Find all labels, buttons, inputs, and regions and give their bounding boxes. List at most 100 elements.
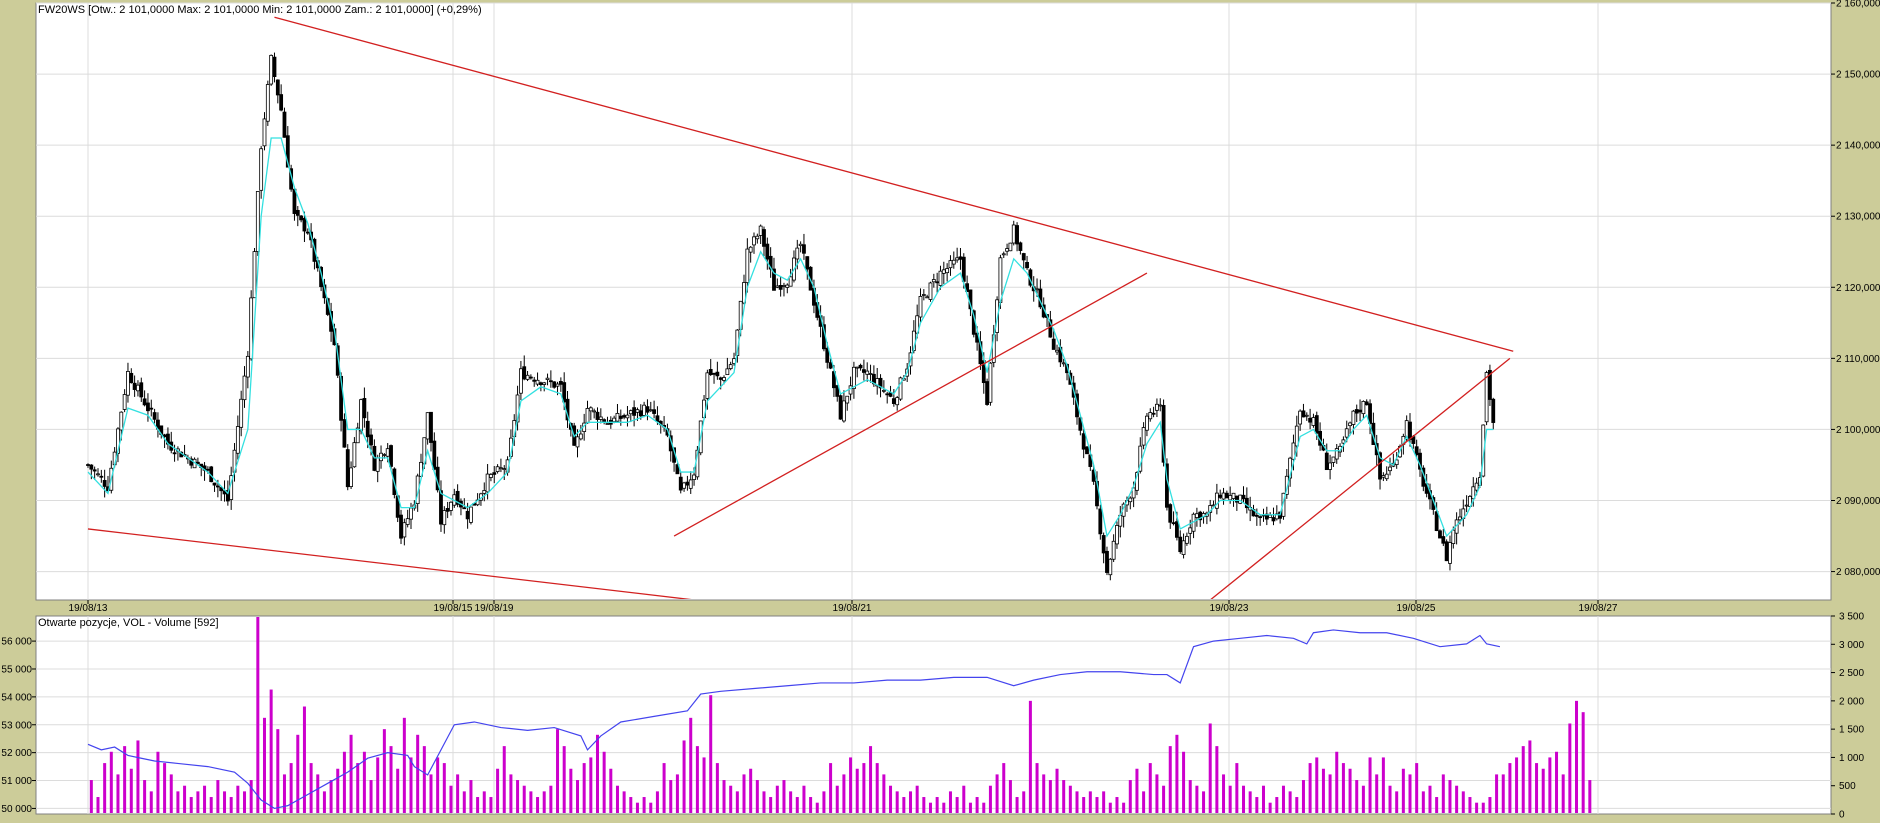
volume-bar bbox=[755, 780, 759, 813]
oi-tick-label: 52 000 bbox=[1, 748, 32, 759]
volume-bar bbox=[1441, 774, 1445, 813]
candle-down bbox=[215, 485, 220, 488]
candle-up bbox=[485, 473, 490, 493]
candle-down bbox=[275, 79, 280, 96]
price-panel-frame bbox=[35, 2, 1832, 601]
candle-up bbox=[555, 383, 560, 387]
candle-down bbox=[558, 380, 563, 385]
volume-bar bbox=[1588, 780, 1592, 813]
volume-tick-label: 3 000 bbox=[1839, 640, 1864, 651]
volume-tick-label: 0 bbox=[1839, 810, 1845, 819]
volume-bar bbox=[1228, 785, 1232, 813]
volume-bar bbox=[1235, 763, 1239, 813]
candle-down bbox=[429, 411, 433, 443]
volume-bar bbox=[1415, 763, 1419, 813]
candle-down bbox=[149, 407, 154, 410]
candle-up bbox=[382, 454, 387, 456]
oi-tick-label: 53 000 bbox=[1, 720, 32, 731]
candle-down bbox=[89, 464, 94, 470]
candle-down bbox=[465, 510, 470, 520]
candle-down bbox=[195, 461, 200, 464]
candle-down bbox=[139, 382, 144, 398]
candle-up bbox=[519, 368, 523, 394]
volume-bar bbox=[1375, 774, 1379, 813]
volume-bar bbox=[789, 791, 793, 813]
candle-up bbox=[728, 364, 733, 369]
volume-bar bbox=[476, 797, 480, 813]
candle-up bbox=[941, 269, 946, 274]
volume-bar bbox=[955, 797, 959, 813]
candle-down bbox=[1358, 409, 1362, 413]
candle-down bbox=[1441, 536, 1446, 544]
volume-bar bbox=[1102, 791, 1106, 813]
volume-tick-label: 1 500 bbox=[1839, 725, 1864, 736]
candle-up bbox=[1281, 492, 1286, 517]
candle-down bbox=[335, 345, 340, 376]
volume-bar bbox=[595, 734, 599, 813]
volume-tick-label: 1 000 bbox=[1839, 753, 1864, 764]
volume-bar bbox=[1461, 791, 1465, 813]
candle-up bbox=[588, 407, 593, 412]
candle-down bbox=[1075, 393, 1079, 418]
candle-down bbox=[1025, 262, 1029, 269]
candle-down bbox=[1178, 536, 1183, 553]
volume-bar bbox=[988, 785, 992, 813]
candle-up bbox=[898, 377, 903, 400]
volume-bar bbox=[496, 768, 500, 813]
volume-bar bbox=[1148, 763, 1152, 813]
candle-down bbox=[146, 402, 150, 412]
candle-up bbox=[1221, 492, 1226, 500]
volume-bar bbox=[615, 785, 619, 813]
volume-bar bbox=[762, 791, 766, 813]
open-interest-axis: 50 000 51 000 52 000 53 000 54 000 55 000 56 0… bbox=[1, 637, 36, 815]
candle-down bbox=[362, 398, 367, 419]
candle-up bbox=[742, 282, 746, 304]
volume-bar bbox=[589, 757, 593, 813]
candle-up bbox=[126, 371, 130, 396]
volume-bar bbox=[1062, 780, 1066, 813]
volume-bar bbox=[982, 802, 986, 813]
candle-up bbox=[1448, 542, 1452, 564]
candle-up bbox=[1158, 404, 1163, 407]
candle-up bbox=[988, 362, 993, 403]
candle-down bbox=[1258, 516, 1263, 519]
candle-down bbox=[1324, 452, 1329, 471]
candle-up bbox=[252, 251, 257, 299]
volume-bar bbox=[529, 791, 533, 813]
volume-bar bbox=[436, 757, 440, 813]
volume-bar bbox=[382, 729, 386, 813]
volume-bar bbox=[1321, 768, 1325, 813]
volume-tick-label: 3 500 bbox=[1839, 612, 1864, 623]
volume-bar bbox=[396, 768, 400, 813]
candle-up bbox=[928, 282, 933, 300]
volume-bar bbox=[1288, 791, 1292, 813]
candle-down bbox=[279, 94, 284, 111]
candle-up bbox=[931, 279, 936, 283]
candle-up bbox=[612, 417, 617, 422]
volume-bar bbox=[1068, 785, 1072, 813]
candle-down bbox=[1414, 446, 1419, 456]
volume-bar bbox=[1215, 746, 1219, 813]
volume-bar bbox=[975, 797, 979, 813]
volume-bar bbox=[1428, 785, 1432, 813]
volume-bar bbox=[1481, 802, 1485, 813]
volume-bar bbox=[782, 780, 786, 813]
candle-down bbox=[92, 469, 97, 472]
volume-bar bbox=[376, 757, 380, 813]
volume-bar bbox=[1541, 768, 1545, 813]
volume-bar bbox=[196, 791, 200, 813]
volume-bar bbox=[1135, 768, 1139, 813]
candle-up bbox=[1361, 401, 1366, 415]
candle-down bbox=[1378, 452, 1382, 480]
volume-bar bbox=[149, 791, 153, 813]
candle-up bbox=[469, 506, 473, 523]
candle-up bbox=[625, 414, 630, 419]
volume-bar bbox=[1088, 791, 1092, 813]
volume-bar bbox=[1202, 791, 1206, 813]
candle-down bbox=[1364, 401, 1369, 406]
candle-down bbox=[102, 480, 107, 487]
candle-down bbox=[432, 440, 437, 470]
volume-bar bbox=[1055, 768, 1059, 813]
volume-bar bbox=[695, 746, 699, 813]
candle-down bbox=[828, 362, 833, 369]
